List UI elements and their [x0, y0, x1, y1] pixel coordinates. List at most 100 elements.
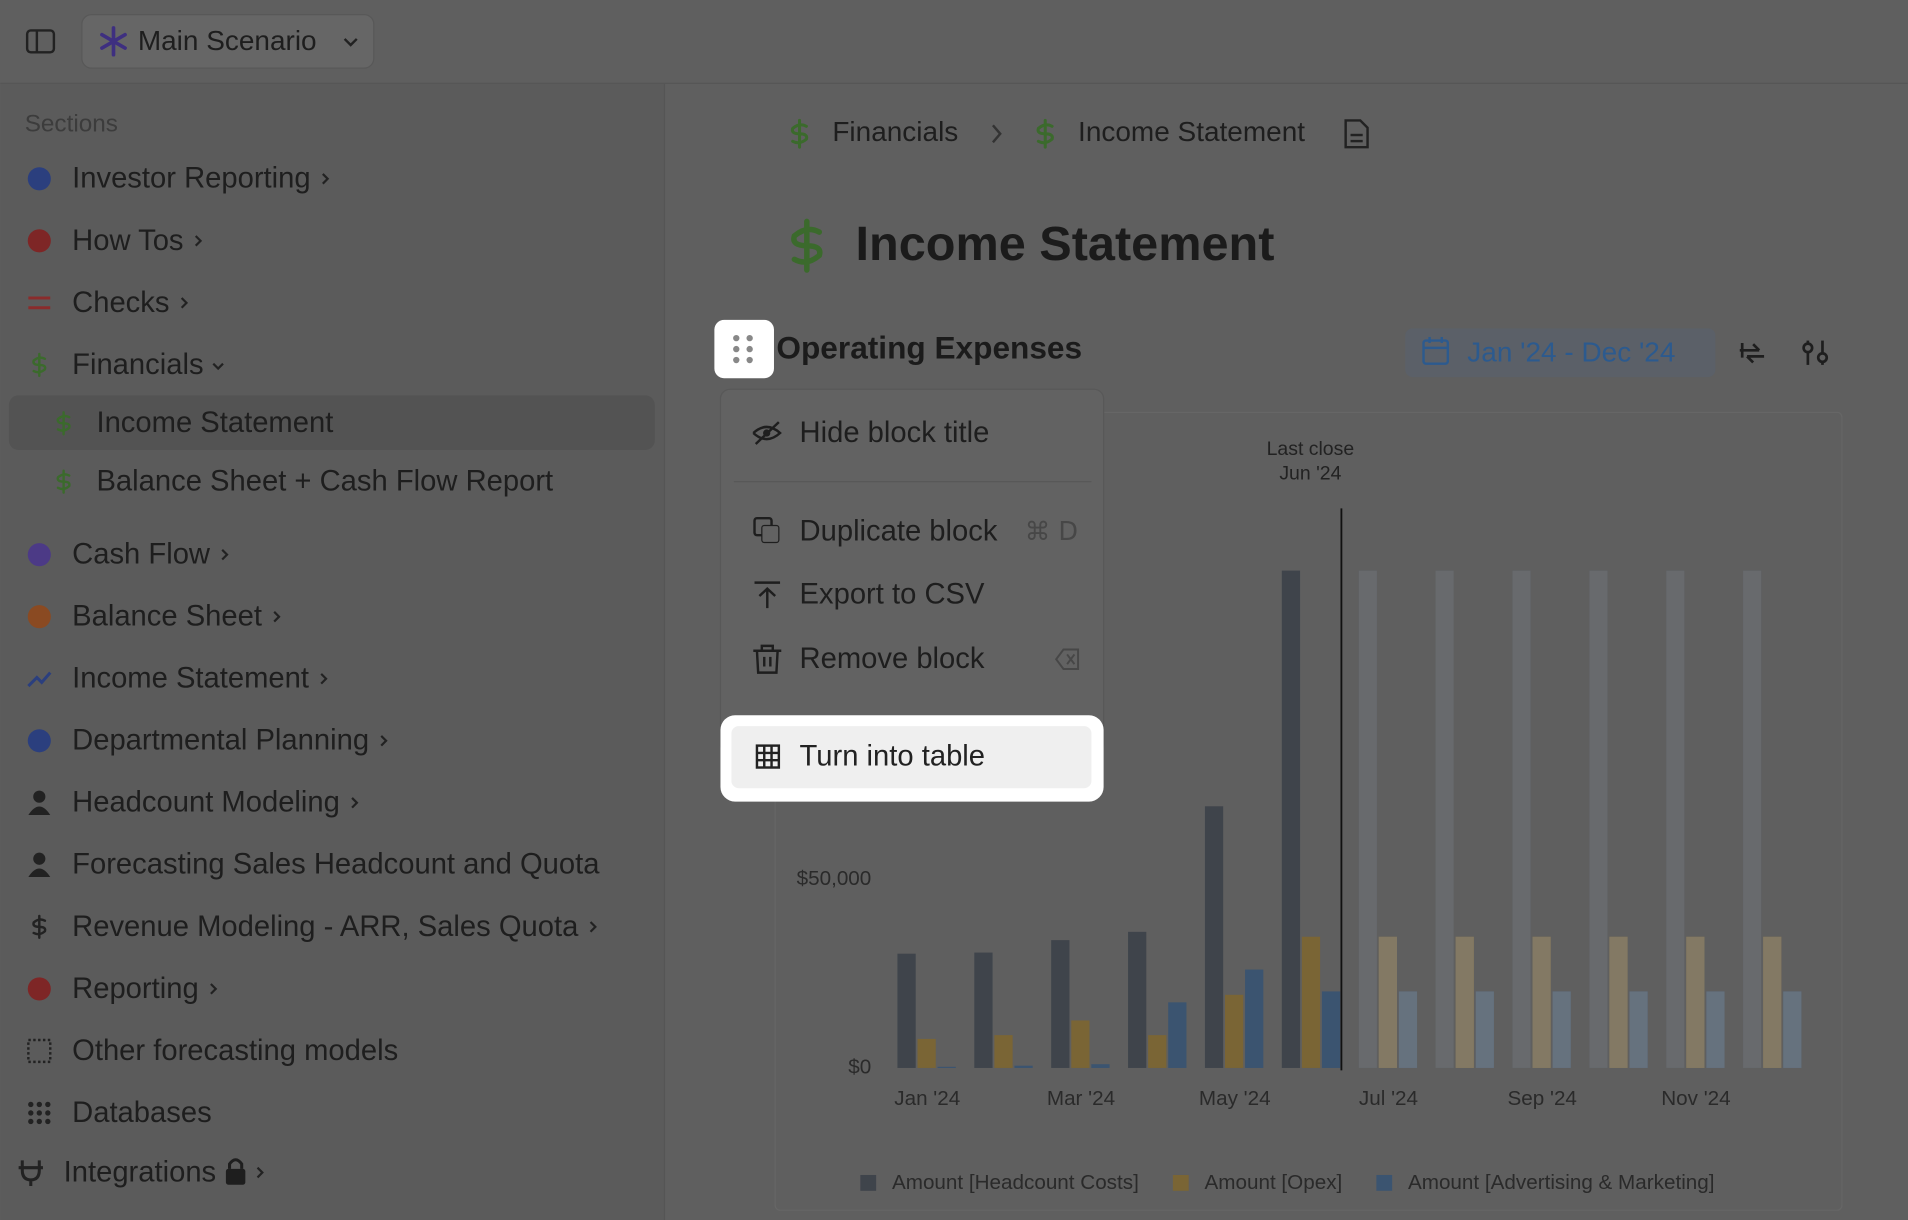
sidebar-icon — [45, 1118, 51, 1125]
forecast-shade — [1475, 991, 1494, 1068]
menu-item[interactable]: Duplicate block — [800, 515, 998, 547]
sidebar-icon — [27, 671, 52, 688]
sidebar-item[interactable]: Other forecasting models — [72, 1035, 398, 1067]
forecast-shade — [1743, 570, 1762, 1068]
scenario-name: Main Scenario — [138, 25, 317, 56]
bar — [897, 953, 916, 1068]
sidebar-icon — [27, 605, 51, 629]
bar — [994, 1035, 1013, 1068]
sidebar-item[interactable]: Financials — [72, 349, 203, 381]
calendar-icon — [1422, 336, 1450, 365]
sidebar-item[interactable]: Income Statement — [96, 407, 333, 439]
menu-icon — [754, 581, 781, 609]
chevron — [256, 1166, 264, 1179]
legend-swatch — [860, 1174, 877, 1191]
y-tick-label: $50,000 — [797, 867, 872, 890]
forecast-shade — [1398, 991, 1418, 1068]
forecast-shade — [1783, 991, 1802, 1068]
settings-button[interactable] — [1802, 340, 1829, 365]
sidebar-icon — [27, 977, 51, 1001]
sidebar-item[interactable]: Reporting — [72, 973, 199, 1005]
annotation: Last close — [1267, 438, 1355, 460]
block-title: Operating Expenses — [776, 330, 1082, 366]
forecast-shade — [1629, 991, 1648, 1068]
sidebar-item[interactable]: Balance Sheet — [72, 601, 262, 633]
drag-handle[interactable] — [714, 319, 774, 379]
bar — [1301, 936, 1321, 1068]
legend-swatch — [1376, 1174, 1393, 1191]
lock-icon — [225, 1168, 246, 1185]
sidebar-item[interactable]: Departmental Planning — [72, 725, 369, 757]
sidebar-item[interactable]: How Tos — [72, 225, 183, 257]
sidebar-icon — [33, 852, 46, 865]
sidebar-item[interactable]: Integrations — [64, 1156, 217, 1188]
sidebar-selected — [8, 395, 655, 451]
bar — [1091, 1064, 1110, 1068]
sidebar — [0, 83, 665, 1220]
block-menu: Hide block title Duplicate block ⌘ D Export… — [719, 388, 1105, 802]
bar — [1071, 1020, 1090, 1068]
chart-card — [774, 411, 1843, 1211]
dollar-icon — [791, 218, 823, 273]
chevron — [380, 735, 388, 747]
sidebar-item[interactable]: Revenue Modeling - ARR, Sales Quota — [72, 911, 579, 943]
sidebar-item[interactable]: Headcount Modeling — [72, 787, 340, 819]
bar — [1245, 969, 1264, 1068]
menu-icon — [756, 745, 779, 768]
x-tick-label: Jan '24 — [894, 1087, 960, 1110]
scenario-chevron — [343, 38, 358, 47]
date-range-button[interactable] — [1405, 328, 1716, 378]
compare-button[interactable] — [1739, 343, 1765, 364]
scenario-button[interactable] — [81, 13, 375, 69]
chevron — [210, 983, 218, 995]
menu-item[interactable]: Remove block — [800, 643, 985, 675]
sidebar-icon — [36, 1110, 42, 1116]
breadcrumb-separator — [991, 124, 1002, 144]
forecast-shade — [1706, 991, 1725, 1068]
bar — [1321, 991, 1341, 1068]
sidebar-toggle[interactable] — [25, 29, 56, 54]
sidebar-icon — [28, 868, 51, 877]
chevron — [194, 235, 203, 247]
sidebar-item[interactable]: Forecasting Sales Headcount and Quota — [72, 849, 600, 881]
chevron — [221, 549, 229, 561]
menu-item-highlight[interactable] — [731, 726, 1092, 789]
bar — [1168, 1002, 1187, 1068]
menu-item[interactable]: Export to CSV — [800, 579, 985, 611]
bar — [1051, 940, 1070, 1068]
x-tick-label: May '24 — [1199, 1087, 1271, 1110]
chevron — [180, 297, 189, 309]
drag-dots — [733, 334, 753, 364]
date-range: Jan '24 - Dec '24 — [1467, 336, 1675, 367]
sidebar-icon — [28, 1110, 34, 1116]
bar — [1225, 994, 1244, 1068]
sidebar-item[interactable]: Databases — [72, 1097, 212, 1129]
y-tick-label: $0 — [848, 1055, 871, 1078]
chevron — [322, 173, 330, 185]
menu-icon — [761, 524, 780, 544]
sidebar-icon — [36, 1101, 42, 1108]
dollar-icon — [790, 118, 809, 149]
legend-label: Amount [Opex] — [1205, 1171, 1343, 1194]
bar — [1014, 1065, 1033, 1068]
chevron — [273, 611, 281, 623]
backspace-icon — [1054, 648, 1080, 670]
menu-item[interactable]: Hide block title — [800, 417, 990, 449]
sidebar-item[interactable]: Investor Reporting — [72, 163, 311, 195]
forecast-shade — [1378, 936, 1397, 1068]
breadcrumb-item[interactable]: Financials — [832, 116, 958, 147]
sidebar-item[interactable]: Cash Flow — [72, 539, 211, 571]
forecast-shade — [1552, 991, 1571, 1068]
menu-shortcut: ⌘ D — [1025, 517, 1078, 547]
dollar-icon — [1036, 118, 1054, 149]
bar — [1148, 1035, 1167, 1068]
sidebar-icon — [18, 1160, 43, 1186]
menu-item[interactable]: Turn into table — [800, 740, 986, 772]
page-title: Income Statement — [855, 217, 1274, 271]
sidebar-item[interactable]: Balance Sheet + Cash Flow Report — [96, 466, 553, 498]
sidebar-item[interactable]: Income Statement — [72, 663, 309, 695]
x-tick-label: Mar '24 — [1047, 1087, 1115, 1110]
sidebar-item[interactable]: Checks — [72, 287, 169, 319]
bar — [1128, 931, 1147, 1068]
